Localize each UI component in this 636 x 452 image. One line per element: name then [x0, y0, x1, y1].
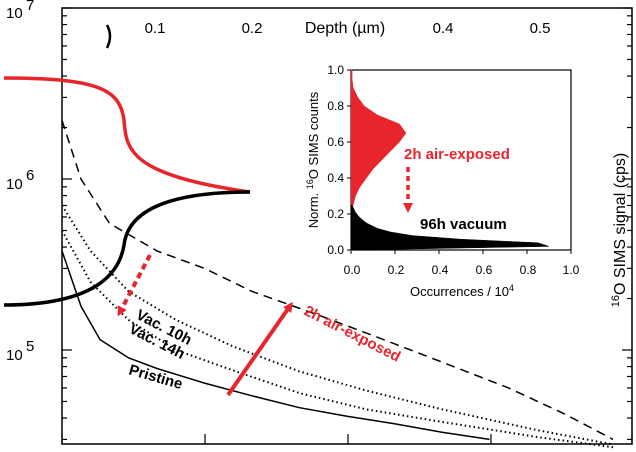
label-2h-air-main: 2h air-exposed [301, 302, 403, 365]
inset-y-axis-title: Norm. 16O SIMS counts [305, 91, 321, 228]
x-top-tick-0.5: 0.5 [530, 20, 551, 37]
inset-x-tick-0.4: 0.4 [432, 263, 449, 277]
s-curve-black [3, 190, 251, 307]
x-top-tick-0.1: 0.1 [145, 20, 166, 37]
inset-x-tick-0.0: 0.0 [344, 263, 361, 277]
y-right-title-sup: 16 [610, 295, 622, 307]
inset-y-tick-0.4: 0.4 [327, 171, 344, 185]
series-vac-10h [61, 204, 614, 446]
inset-histogram-2h-air-exposed [350, 69, 407, 211]
y-tick-base-1e7: 10 [6, 5, 23, 22]
svg-text:16O SIMS signal (cps): 16O SIMS signal (cps) [610, 153, 629, 308]
x-top-tick-0.2: 0.2 [242, 20, 263, 37]
s-curve-red [3, 76, 251, 194]
series-vac-14h [61, 230, 614, 449]
inset-y-title-sup: 16 [305, 179, 315, 189]
arrow-air-exposed [226, 301, 293, 397]
inset-plot: 0.0 0.2 0.4 0.6 0.8 1.0 0.0 0.2 0.4 0.6 … [300, 58, 585, 299]
main-plot-frame [61, 7, 633, 445]
y-tick-exp-1e5: 5 [26, 338, 34, 355]
main-ticks [61, 7, 633, 444]
inset-y-tick-0.0: 0.0 [327, 243, 344, 257]
inset-series [350, 69, 550, 251]
y-tick-label-1e7: 10 7 [6, 0, 34, 22]
inset-label-96h-vacuum: 96h vacuum [420, 216, 507, 233]
y-tick-base-1e5: 10 [6, 347, 23, 364]
y-tick-label-1e5: 10 5 [6, 338, 34, 364]
y-right-title-main: O SIMS signal (cps) [612, 153, 629, 295]
x-top-tick-0.4: 0.4 [433, 20, 454, 37]
inset-y-tick-1.0: 1.0 [327, 63, 344, 77]
y-tick-base-1e6: 10 [6, 176, 23, 193]
inset-histogram-96h-vacuum [350, 204, 550, 251]
inset-x-tick-0.6: 0.6 [476, 263, 493, 277]
y-tick-label-1e6: 10 6 [6, 167, 34, 193]
inset-label-2h-air: 2h air-exposed [404, 146, 510, 163]
inset-y-tick-0.8: 0.8 [327, 99, 344, 113]
inset-y-tick-0.2: 0.2 [327, 207, 344, 221]
y-tick-exp-1e7: 7 [26, 0, 34, 14]
series-pristine [61, 250, 490, 441]
inset-x-title-exp: 4 [509, 283, 514, 293]
bracket-mark [105, 24, 112, 49]
y-tick-exp-1e6: 6 [26, 167, 34, 184]
label-pristine: Pristine [127, 362, 185, 394]
inset-y-tick-0.6: 0.6 [327, 135, 344, 149]
inset-x-tick-0.2: 0.2 [388, 263, 405, 277]
inset-x-tick-0.8: 0.8 [520, 263, 537, 277]
inset-y-title-post: O SIMS counts [306, 91, 321, 179]
inset-x-axis-title: Occurrences / 104 [410, 283, 514, 299]
x-top-axis-title: Depth (µm) [305, 20, 385, 37]
inset-ticks [347, 69, 572, 254]
inset-x-title-main: Occurrences / 10 [410, 284, 509, 299]
svg-text:Norm. 16O SIMS counts: Norm. 16O SIMS counts [305, 91, 321, 228]
y-right-axis-title: 16O SIMS signal (cps) [610, 153, 629, 308]
arrow-vac-dotted [117, 254, 152, 317]
inset-x-tick-1.0: 1.0 [563, 263, 580, 277]
inset-y-title-pre: Norm. [306, 189, 321, 228]
